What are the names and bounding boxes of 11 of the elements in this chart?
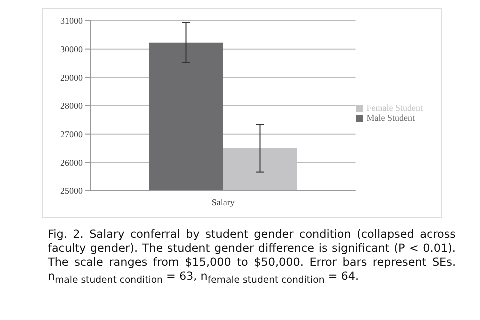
y-tick-label: 28000	[60, 101, 84, 112]
y-tick-label: 27000	[60, 130, 84, 140]
y-tick-label: 31000	[60, 16, 84, 26]
caption: Fig. 2. Salary conferral by student gender condition (collapsed across faculty gender). The student gender difference is significant (P < 0.01). The scale ranges from $15,000 to $50,000. Error bars represent SEs. n$_{male student condition}$ = 63, n$_{female student condition}$ = 64.	[48, 228, 456, 288]
y-tick-label: 29000	[60, 72, 84, 83]
x-tick-label: Salary	[212, 197, 236, 208]
y-tick-label: 25000	[60, 186, 84, 196]
legend-label: Female Student	[366, 103, 423, 113]
legend-label: Male Student	[366, 113, 415, 123]
y-tick-label: 30000	[60, 44, 84, 55]
y-tick-label: 26000	[60, 158, 84, 168]
